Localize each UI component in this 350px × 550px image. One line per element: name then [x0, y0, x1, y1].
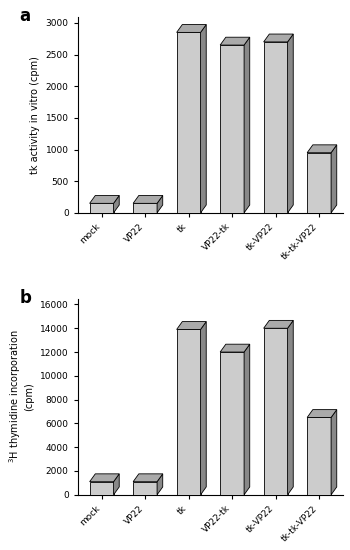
- Polygon shape: [331, 145, 337, 213]
- Polygon shape: [264, 42, 288, 213]
- Polygon shape: [307, 417, 331, 495]
- Polygon shape: [113, 195, 119, 213]
- Polygon shape: [133, 482, 157, 495]
- Polygon shape: [201, 25, 206, 213]
- Polygon shape: [220, 344, 250, 352]
- Text: a: a: [19, 7, 30, 25]
- Polygon shape: [288, 321, 293, 495]
- Polygon shape: [90, 204, 113, 213]
- Polygon shape: [244, 37, 250, 213]
- Polygon shape: [220, 45, 244, 213]
- Polygon shape: [177, 25, 206, 32]
- Polygon shape: [90, 474, 119, 482]
- Polygon shape: [220, 352, 244, 495]
- Polygon shape: [307, 410, 337, 417]
- Polygon shape: [264, 328, 288, 495]
- Polygon shape: [288, 34, 293, 213]
- Polygon shape: [177, 322, 206, 329]
- Polygon shape: [264, 321, 293, 328]
- Polygon shape: [133, 204, 157, 213]
- Polygon shape: [157, 195, 163, 213]
- Polygon shape: [113, 474, 119, 495]
- Polygon shape: [133, 474, 163, 482]
- Polygon shape: [244, 344, 250, 495]
- Polygon shape: [177, 32, 201, 213]
- Polygon shape: [307, 153, 331, 213]
- Polygon shape: [264, 34, 293, 42]
- Y-axis label: tk activity in vitro (cpm): tk activity in vitro (cpm): [30, 56, 40, 174]
- Polygon shape: [220, 37, 250, 45]
- Text: b: b: [19, 289, 31, 307]
- Polygon shape: [331, 410, 337, 495]
- Polygon shape: [133, 195, 163, 204]
- Polygon shape: [177, 329, 201, 495]
- Y-axis label: $^{3}$H thymidine incorporation
(cpm): $^{3}$H thymidine incorporation (cpm): [7, 330, 34, 464]
- Polygon shape: [90, 482, 113, 495]
- Polygon shape: [201, 322, 206, 495]
- Polygon shape: [157, 474, 163, 495]
- Polygon shape: [307, 145, 337, 153]
- Polygon shape: [90, 195, 119, 204]
